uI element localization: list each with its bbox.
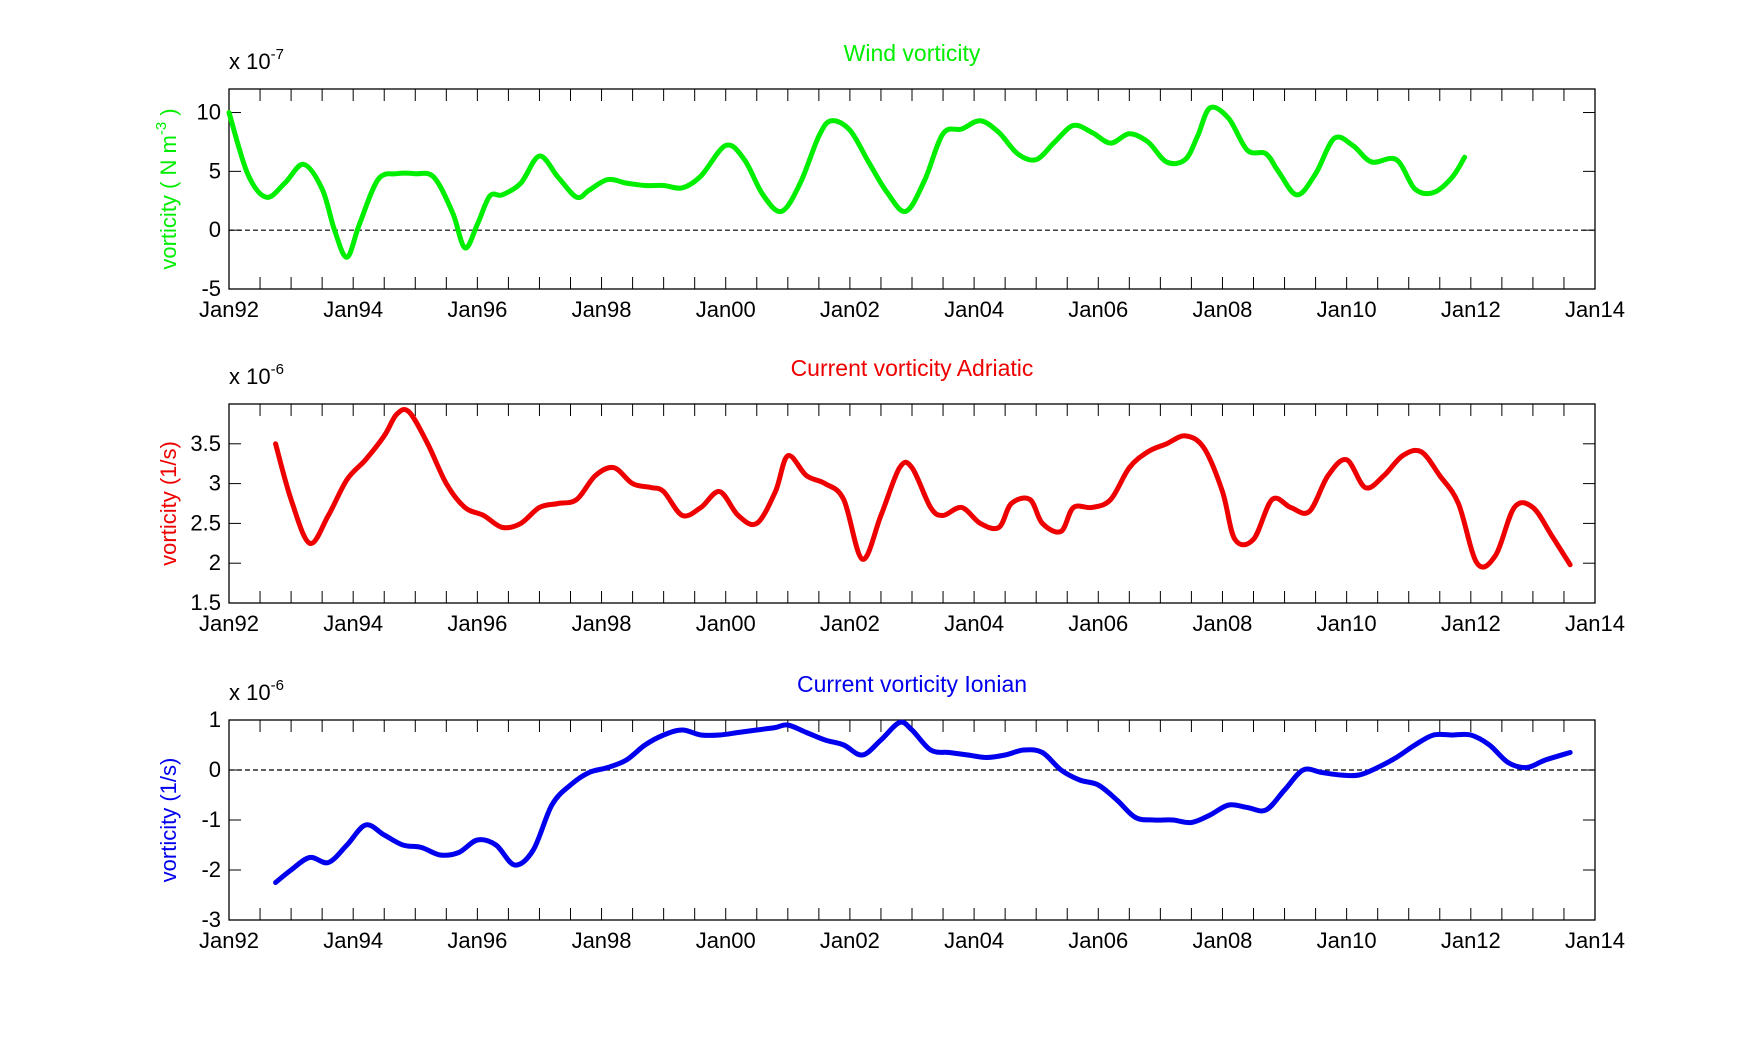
ionian-x-tick-label: Jan96 xyxy=(447,928,507,953)
ionian-y-label: vorticity (1/s) xyxy=(156,758,181,883)
chart-adriatic: Jan92 Jan94 Jan96 Jan98 Jan00 Jan02 Jan04 Jan06… xyxy=(156,355,1625,636)
wind-x-tick-label: Jan94 xyxy=(323,297,383,322)
adriatic-x-tick-label: Jan14 xyxy=(1565,611,1625,636)
wind-scale-factor: x 10-7 xyxy=(229,46,284,74)
adriatic-y-tick-label: 2 xyxy=(209,550,221,575)
wind-x-tick-label: Jan00 xyxy=(696,297,756,322)
adriatic-series-line xyxy=(273,407,1573,570)
wind-series-line xyxy=(226,104,1468,260)
ionian-x-tick-label: Jan02 xyxy=(820,928,880,953)
wind-x-tick-label: Jan92 xyxy=(199,297,259,322)
ionian-x-tick-label: Jan98 xyxy=(572,928,632,953)
ionian-x-tick-label: Jan04 xyxy=(944,928,1004,953)
ionian-x-tick-label: Jan14 xyxy=(1565,928,1625,953)
wind-x-tick-label: Jan14 xyxy=(1565,297,1625,322)
ionian-y-tick-label: -2 xyxy=(201,857,221,882)
wind-y-tick-label: -5 xyxy=(201,276,221,301)
adriatic-x-tick-label: Jan06 xyxy=(1068,611,1128,636)
adriatic-x-tick-label: Jan04 xyxy=(944,611,1004,636)
ionian-y-tick-label: 1 xyxy=(209,707,221,732)
adriatic-y-tick-label: 3.5 xyxy=(190,431,221,456)
adriatic-y-tick-label: 3 xyxy=(209,471,221,496)
adriatic-y-label: vorticity (1/s) xyxy=(156,441,181,566)
wind-x-tick-label: Jan06 xyxy=(1068,297,1128,322)
wind-x-tick-label: Jan08 xyxy=(1192,297,1252,322)
wind-y-label: vorticity ( N m-3 ) xyxy=(153,108,181,269)
wind-x-tick-label: Jan12 xyxy=(1441,297,1501,322)
ionian-x-tick-label: Jan12 xyxy=(1441,928,1501,953)
wind-y-tick-label: 0 xyxy=(209,217,221,242)
ionian-y-tick-label: -3 xyxy=(201,907,221,932)
adriatic-x-tick-label: Jan10 xyxy=(1317,611,1377,636)
wind-x-tick-label: Jan04 xyxy=(944,297,1004,322)
ionian-x-tick-label: Jan06 xyxy=(1068,928,1128,953)
wind-title: Wind vorticity xyxy=(844,40,981,66)
adriatic-axes-box xyxy=(228,403,1596,604)
ionian-series-line xyxy=(273,719,1573,885)
ionian-x-tick-label: Jan94 xyxy=(323,928,383,953)
ionian-title: Current vorticity Ionian xyxy=(797,671,1027,697)
wind-y-tick-label: 10 xyxy=(197,100,221,125)
adriatic-x-tick-label: Jan98 xyxy=(572,611,632,636)
ionian-y-tick-label: -1 xyxy=(201,807,221,832)
ionian-x-tick-label: Jan00 xyxy=(696,928,756,953)
adriatic-x-tick-label: Jan00 xyxy=(696,611,756,636)
ionian-scale-factor: x 10-6 xyxy=(229,677,284,705)
adriatic-x-tick-label: Jan94 xyxy=(323,611,383,636)
ionian-y-tick-label: 0 xyxy=(209,757,221,782)
adriatic-x-tick-label: Jan08 xyxy=(1192,611,1252,636)
chart-wind: Jan92 Jan94 Jan96 Jan98 Jan00 Jan02 Jan04 Jan06… xyxy=(153,40,1625,322)
adriatic-y-tick-label: 2.5 xyxy=(190,510,221,535)
adriatic-x-tick-label: Jan96 xyxy=(447,611,507,636)
wind-x-tick-label: Jan96 xyxy=(447,297,507,322)
wind-x-tick-label: Jan98 xyxy=(572,297,632,322)
adriatic-scale-factor: x 10-6 xyxy=(229,361,284,389)
chart-ionian: Jan92 Jan94 Jan96 Jan98 Jan00 Jan02 Jan04 Jan06… xyxy=(156,671,1625,953)
adriatic-x-tick-label: Jan12 xyxy=(1441,611,1501,636)
wind-x-tick-label: Jan02 xyxy=(820,297,880,322)
wind-axes-box xyxy=(228,88,1596,290)
ionian-axes-box xyxy=(228,719,1596,921)
adriatic-y-tick-label: 1.5 xyxy=(190,590,221,615)
ionian-x-tick-label: Jan08 xyxy=(1192,928,1252,953)
ionian-x-tick-label: Jan92 xyxy=(199,928,259,953)
wind-y-tick-label: 5 xyxy=(209,158,221,183)
ionian-x-tick-label: Jan10 xyxy=(1317,928,1377,953)
adriatic-x-tick-label: Jan02 xyxy=(820,611,880,636)
wind-x-tick-label: Jan10 xyxy=(1317,297,1377,322)
adriatic-x-tick-label: Jan92 xyxy=(199,611,259,636)
adriatic-title: Current vorticity Adriatic xyxy=(791,355,1034,381)
